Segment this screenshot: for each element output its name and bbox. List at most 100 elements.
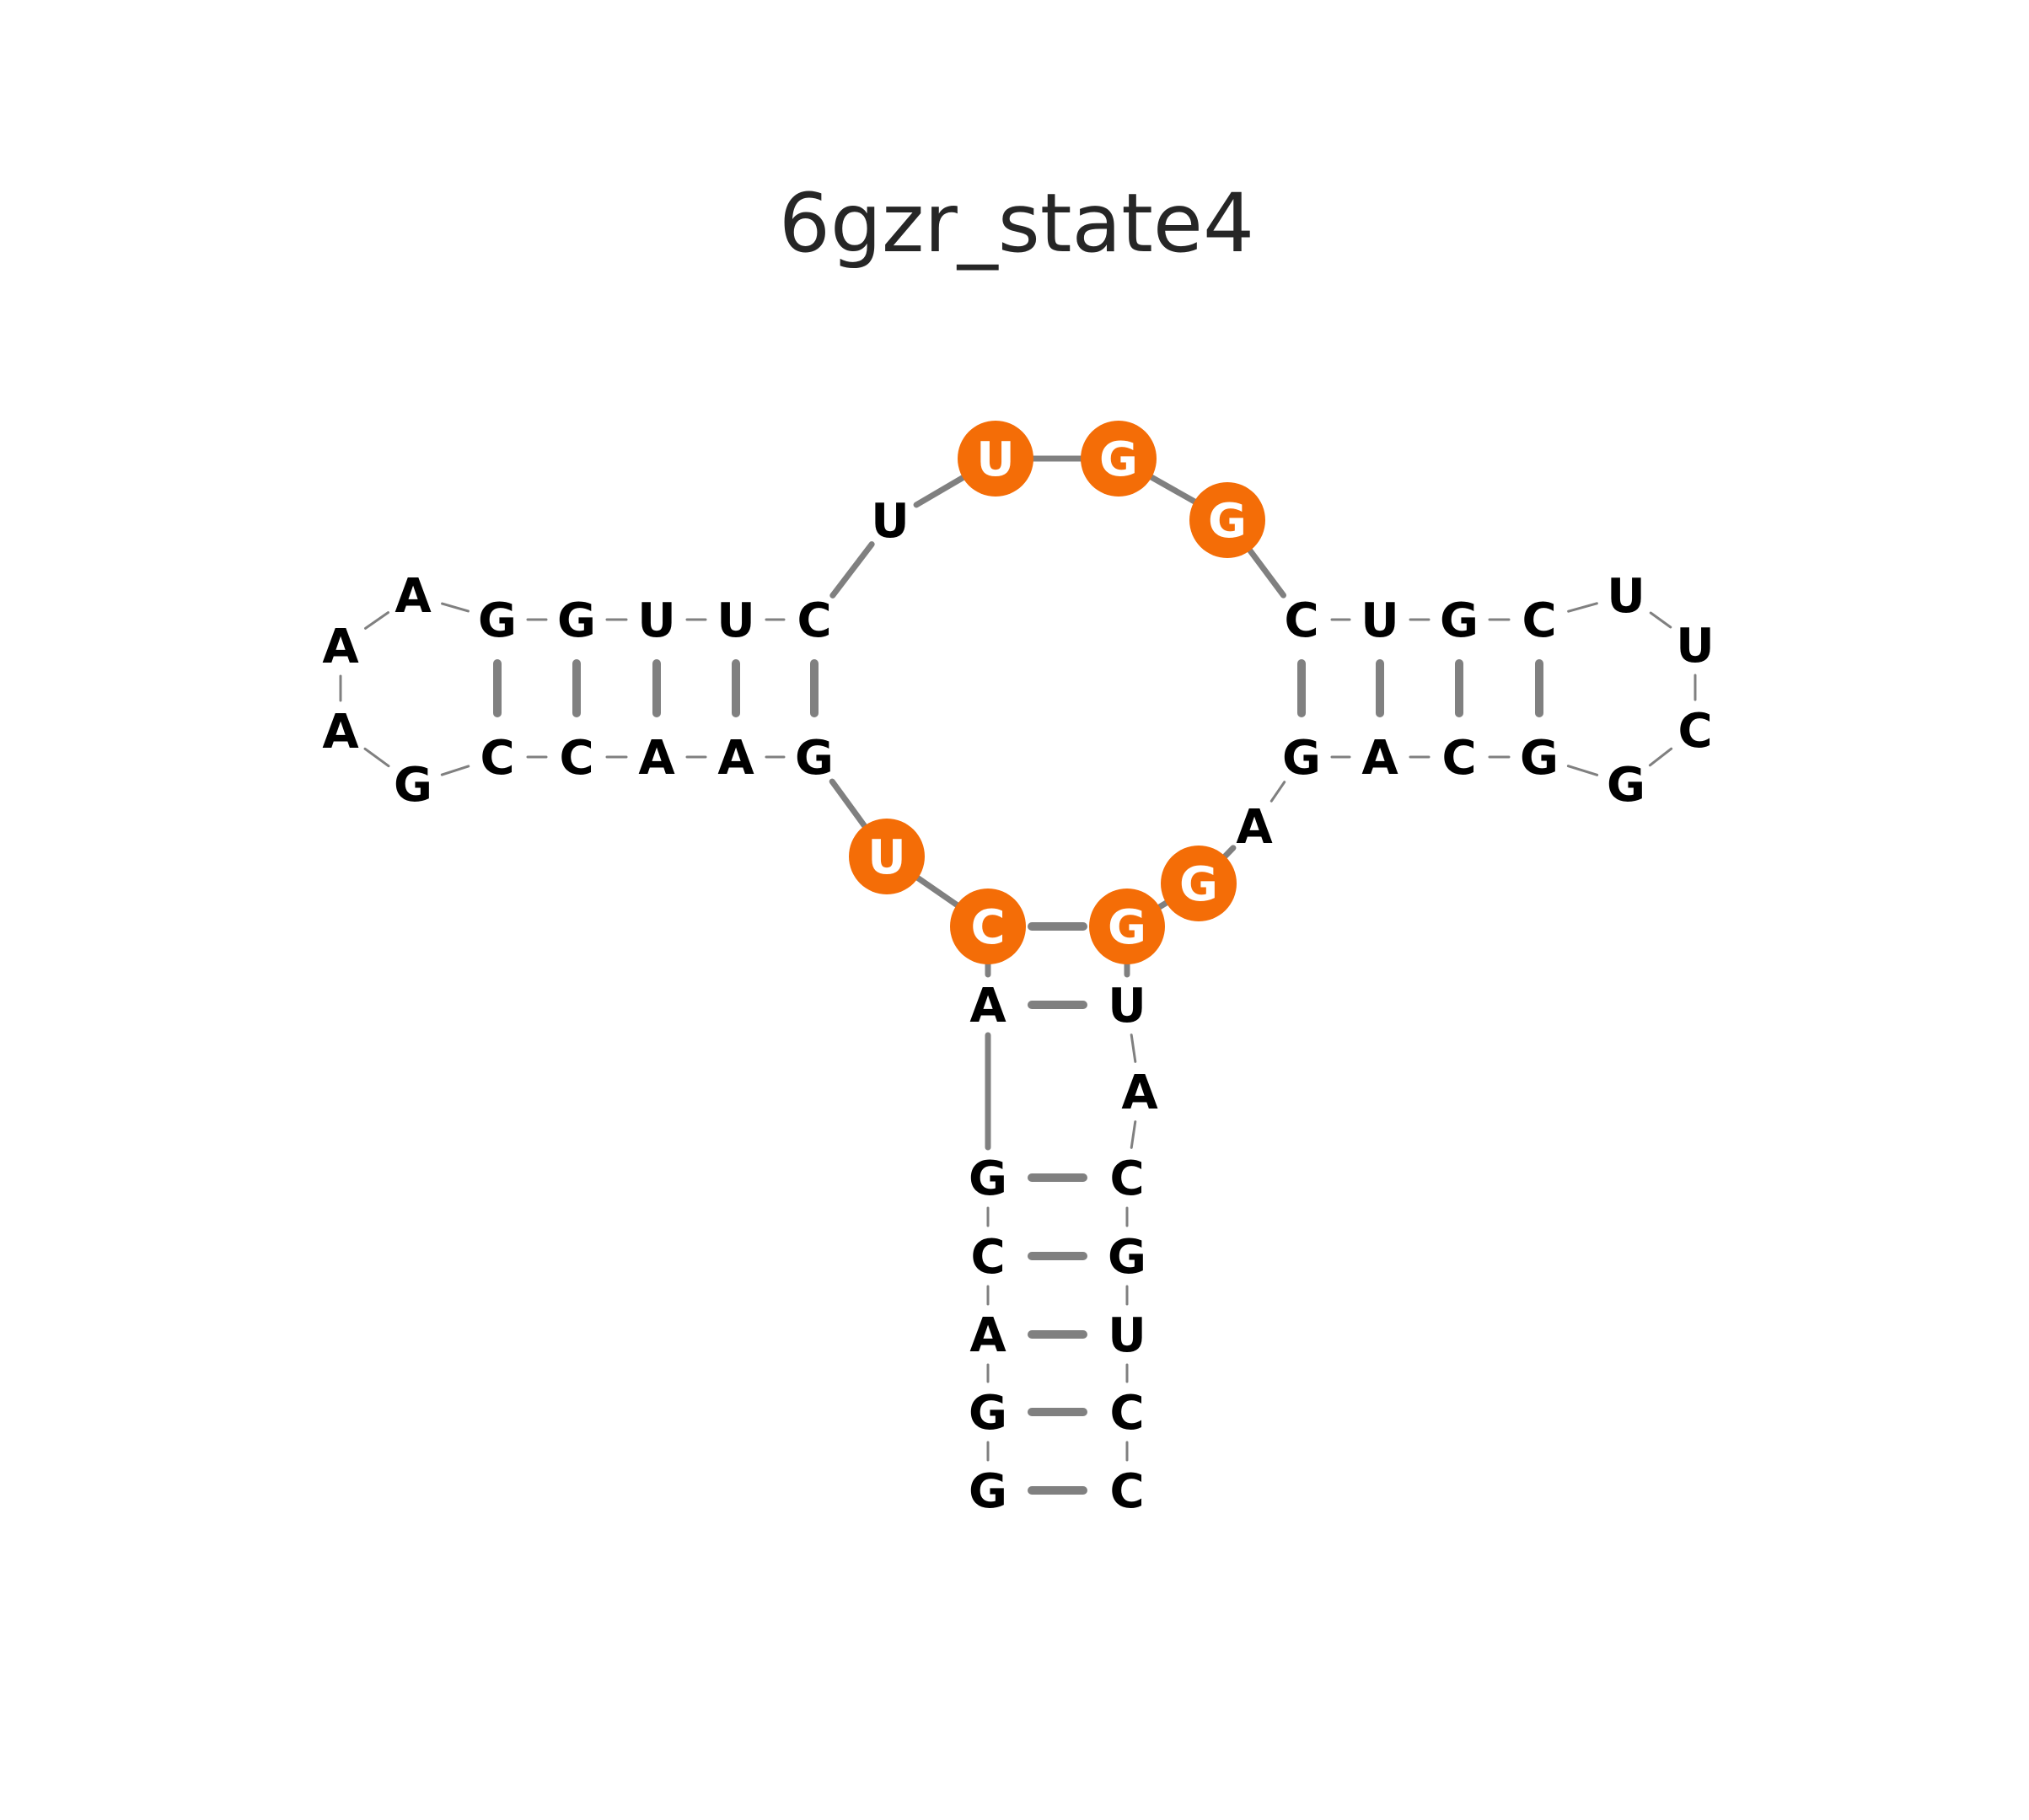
- nucleotide-letter: G: [478, 593, 517, 648]
- nucleotide-letter: C: [1441, 731, 1476, 786]
- nucleotide: A: [1114, 1066, 1165, 1120]
- backbone-segment: [440, 765, 470, 776]
- nucleotide: A: [963, 979, 1013, 1033]
- nucleotide-letter: G: [1208, 494, 1247, 549]
- nucleotide: A: [315, 705, 366, 760]
- nucleotide: C: [1276, 593, 1327, 648]
- highlight-marker: [950, 889, 1026, 964]
- nucleotide-letter: C: [1284, 593, 1318, 648]
- highlight-marker: [1089, 889, 1165, 964]
- backbone-segment: [1269, 781, 1286, 803]
- nucleotide-letter: A: [1236, 800, 1273, 855]
- backbone-segment: [829, 541, 875, 599]
- nucleotide-letter: G: [1179, 857, 1218, 912]
- backbone-segment: [1157, 899, 1169, 910]
- nucleotide-letter: G: [969, 1152, 1007, 1206]
- base-pair-layer: [493, 659, 1543, 1495]
- nucleotide: A: [711, 731, 761, 786]
- backbone-segment: [1566, 765, 1599, 776]
- nucleotide-letter: C: [480, 731, 514, 786]
- backbone-segment: [1221, 845, 1237, 860]
- nucleotide: G: [472, 593, 523, 648]
- nucleotide-letter: C: [1522, 593, 1556, 648]
- nucleotide-letter: G: [795, 731, 834, 786]
- nucleotide: G: [1276, 731, 1327, 786]
- backbone-segment: [915, 875, 960, 908]
- nucleotide-letter: U: [871, 494, 909, 549]
- backbone-segment: [829, 778, 867, 829]
- nucleotide-letter: C: [797, 593, 831, 648]
- nucleotide-letter: A: [717, 731, 754, 786]
- nucleotide: C: [789, 593, 840, 648]
- nucleotide-letter: A: [1361, 731, 1398, 786]
- nucleotide: A: [1229, 800, 1280, 855]
- nucleotide: G: [963, 1152, 1013, 1206]
- nucleotide-letter: G: [557, 593, 596, 648]
- highlight-marker: [849, 819, 925, 894]
- nucleotide-letter: C: [970, 1230, 1005, 1285]
- nucleotide: U: [711, 593, 761, 648]
- nucleotide: A: [315, 620, 366, 674]
- nucleotide-highlighted: U: [958, 421, 1033, 497]
- nucleotide: C: [1514, 593, 1565, 648]
- nucleotide-letter: U: [1108, 979, 1146, 1033]
- nucleotide-letter: A: [969, 979, 1006, 1033]
- nucleotide: G: [551, 593, 602, 648]
- nucleotide-letter: A: [322, 620, 359, 674]
- nucleotide: G: [1434, 593, 1484, 648]
- nucleotide: G: [1601, 758, 1651, 813]
- nucleotide: U: [631, 593, 682, 648]
- nucleotide: A: [963, 1308, 1013, 1363]
- backbone-layer: [339, 455, 1697, 1462]
- nucleotide-letter: U: [867, 830, 905, 885]
- highlight-marker: [1189, 482, 1265, 558]
- nucleotide: G: [1514, 731, 1565, 786]
- nucleotide: C: [1670, 704, 1720, 759]
- nucleotide-letter: C: [970, 900, 1005, 955]
- nucleotide-letter: C: [1109, 1464, 1144, 1519]
- nucleotide-letter: C: [1109, 1386, 1144, 1441]
- nucleotide-highlighted: G: [1189, 482, 1265, 558]
- nucleotide: C: [1102, 1152, 1152, 1206]
- nucleotide-letter: G: [969, 1386, 1007, 1441]
- nucleotide: A: [631, 731, 682, 786]
- backbone-segment: [1648, 747, 1673, 767]
- nucleotide: G: [963, 1464, 1013, 1519]
- nucleotide-letter: U: [1108, 1308, 1146, 1363]
- nucleotide-letter: A: [1121, 1066, 1158, 1120]
- nucleotide-letter: C: [1677, 704, 1712, 759]
- backbone-segment: [363, 747, 390, 768]
- nucleotide-highlighted: G: [1089, 889, 1165, 964]
- nucleotide: G: [388, 758, 438, 813]
- nucleotide-letter: A: [969, 1308, 1006, 1363]
- backbone-segment: [1130, 1120, 1137, 1149]
- nucleotide-highlighted: G: [1081, 421, 1157, 497]
- highlight-marker: [1161, 846, 1237, 921]
- nucleotide-letter: U: [1361, 593, 1398, 648]
- nucleotide-letter: G: [1108, 1230, 1146, 1285]
- nucleotide-letter: A: [322, 705, 359, 760]
- nucleotide-letter: A: [638, 731, 675, 786]
- nucleotide-letter: G: [969, 1464, 1007, 1519]
- nucleotide-letter: U: [637, 593, 675, 648]
- nucleotide-letter: G: [1099, 432, 1138, 487]
- nucleotide-highlighted: C: [950, 889, 1026, 964]
- nucleotide: G: [1102, 1230, 1152, 1285]
- nucleotide: C: [1102, 1386, 1152, 1441]
- backbone-segment: [1247, 547, 1286, 599]
- nucleotide-letter: G: [1282, 731, 1321, 786]
- nucleotide: U: [1601, 569, 1651, 624]
- nucleotide-letter: U: [717, 593, 754, 648]
- nucleotide-letter: C: [1109, 1152, 1144, 1206]
- nucleotide-letter: U: [1676, 619, 1714, 674]
- nucleotide: C: [963, 1230, 1013, 1285]
- nucleotide: U: [1102, 1308, 1152, 1363]
- nucleotide: U: [865, 494, 915, 549]
- nucleotide: C: [1434, 731, 1484, 786]
- nucleotide: C: [472, 731, 523, 786]
- backbone-segment: [913, 475, 966, 508]
- nucleotide: G: [789, 731, 840, 786]
- nucleotide: U: [1670, 619, 1720, 674]
